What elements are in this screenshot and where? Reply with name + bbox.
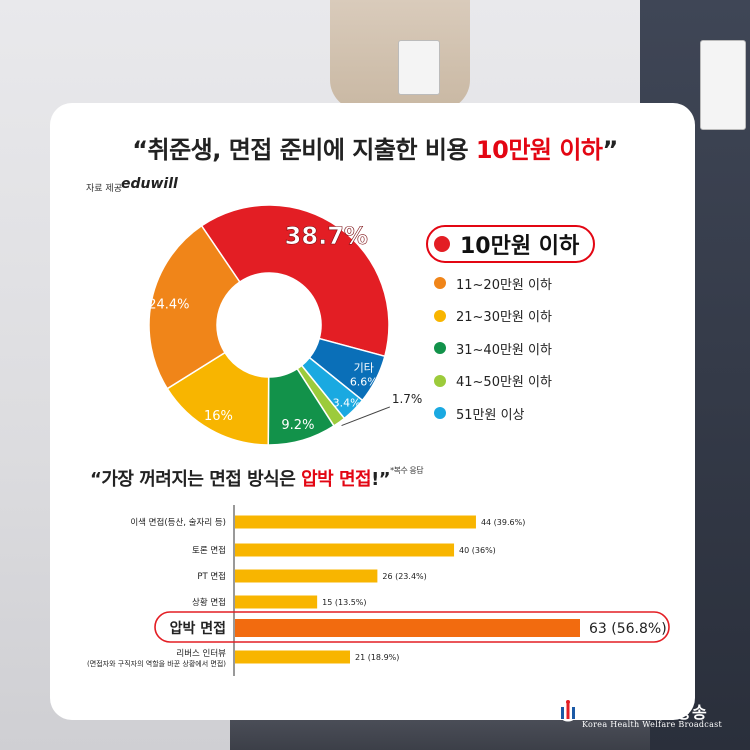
sub-title-text: 가장 꺼려지는 면접 방식은: [101, 469, 302, 490]
legend-swatch-icon: [434, 277, 446, 290]
background-badge-left: [398, 40, 440, 95]
headline-highlight: 10만원 이하: [475, 136, 603, 164]
legend-label: 41~50만원 이하: [456, 375, 552, 391]
broadcaster-name: 한국보건복지방송: [582, 703, 708, 722]
broadcaster-subtitle: Korea Health Welfare Broadcast: [582, 720, 723, 729]
legend-item-6: 51만원 이상: [434, 397, 595, 430]
legend-swatch-icon: [434, 374, 446, 387]
headline-quote-open: “: [132, 136, 148, 164]
sub-title-suffix: !”: [371, 469, 391, 490]
content-panel: [50, 103, 695, 720]
legend-swatch-icon: [434, 309, 446, 322]
legend-item-4: 31~40만원 이하: [434, 332, 595, 365]
legend-swatch-icon: [434, 342, 446, 355]
background-badge-right: [700, 40, 746, 130]
legend-swatch-icon: [434, 407, 446, 420]
legend-item-1: 10만원 이하: [426, 225, 596, 263]
legend-item-3: 21~30만원 이하: [434, 300, 595, 333]
headline: “취준생, 면접 준비에 지출한 비용 10만원 이하”: [0, 130, 750, 165]
sub-quote-open: “: [90, 469, 102, 490]
broadcaster-logo-icon: [557, 700, 579, 722]
legend-swatch-icon: [434, 236, 450, 252]
legend-item-5: 41~50만원 이하: [434, 365, 595, 398]
legend-label: 11~20만원 이하: [456, 277, 552, 293]
headline-quote-close: ”: [602, 136, 619, 164]
legend-label: 51만원 이상: [456, 407, 525, 423]
source-label: 자료 제공: [86, 184, 122, 194]
legend-label: 10만원 이하: [460, 234, 580, 259]
bar-chart-title: “가장 꺼려지는 면접 방식은 압박 면접!”*복수 응답: [90, 465, 424, 491]
legend-label: 21~30만원 이하: [456, 310, 552, 326]
sub-title-highlight: 압박 면접: [301, 469, 372, 490]
legend-label: 31~40만원 이하: [456, 342, 552, 358]
legend-item-2: 11~20만원 이하: [434, 267, 595, 300]
multiple-response-note: *복수 응답: [390, 466, 424, 475]
headline-text: 취준생, 면접 준비에 지출한 비용: [147, 136, 476, 164]
brand-logo: eduwill: [121, 176, 178, 192]
pie-legend: 10만원 이하 11~20만원 이하 21~30만원 이하 31~40만원 이하…: [426, 225, 596, 430]
